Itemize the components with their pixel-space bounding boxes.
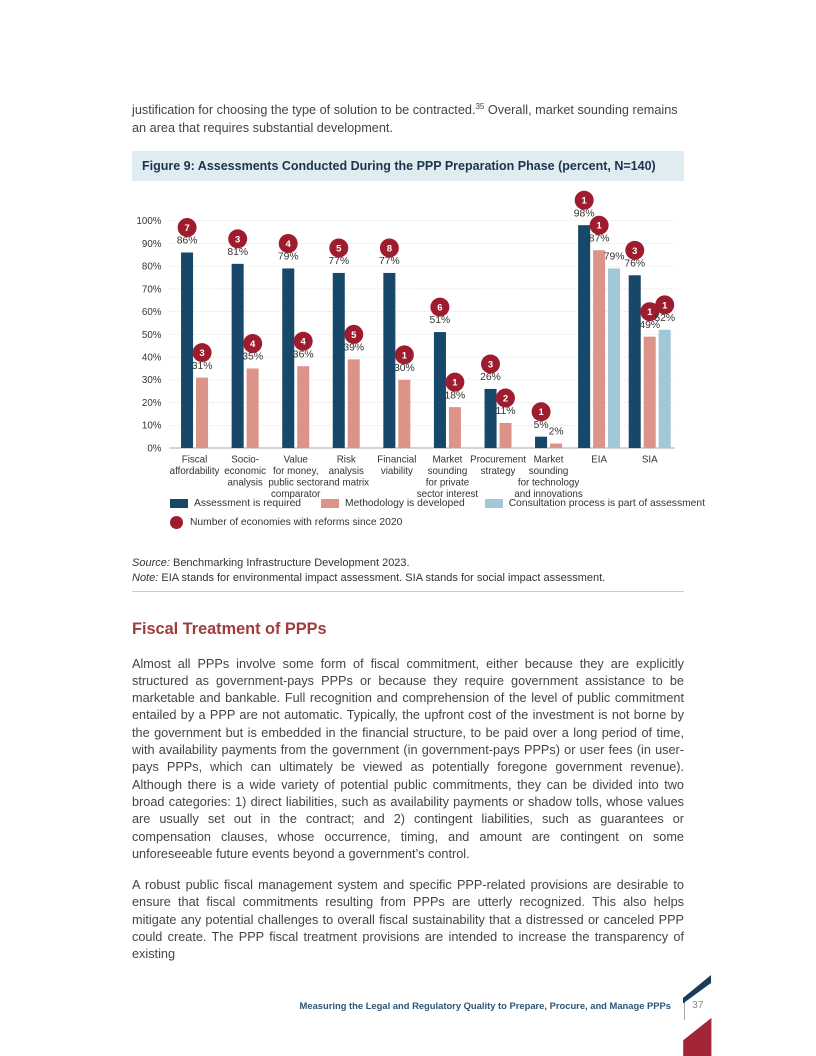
svg-text:strategy: strategy: [481, 466, 516, 477]
svg-text:1: 1: [647, 307, 653, 318]
svg-text:4: 4: [286, 239, 292, 250]
svg-text:Market: Market: [534, 454, 564, 465]
svg-text:and matrix: and matrix: [323, 477, 369, 488]
svg-text:51%: 51%: [430, 315, 451, 326]
svg-text:100%: 100%: [136, 216, 161, 227]
svg-text:50%: 50%: [142, 330, 162, 341]
svg-text:3: 3: [488, 359, 493, 370]
svg-text:public sector: public sector: [268, 477, 324, 488]
svg-text:98%: 98%: [574, 208, 595, 219]
svg-text:11%: 11%: [495, 406, 515, 417]
svg-text:4: 4: [301, 336, 307, 347]
svg-text:30%: 30%: [394, 363, 415, 374]
svg-text:90%: 90%: [142, 239, 162, 250]
svg-text:26%: 26%: [480, 372, 501, 383]
svg-text:5%: 5%: [534, 420, 549, 431]
svg-text:1: 1: [662, 300, 668, 311]
svg-text:analysis: analysis: [329, 466, 364, 477]
svg-text:3: 3: [199, 348, 204, 359]
svg-text:Value: Value: [284, 454, 308, 465]
svg-text:10%: 10%: [142, 420, 162, 431]
svg-text:Market: Market: [433, 454, 463, 465]
svg-text:2: 2: [503, 393, 508, 404]
svg-text:4: 4: [250, 339, 256, 350]
svg-text:30%: 30%: [142, 375, 162, 386]
svg-text:SIA: SIA: [642, 454, 658, 465]
svg-text:for technology: for technology: [518, 477, 579, 488]
svg-text:39%: 39%: [343, 342, 364, 353]
svg-text:affordability: affordability: [170, 466, 220, 477]
svg-text:1: 1: [582, 195, 588, 206]
svg-text:2%: 2%: [549, 426, 564, 437]
svg-text:sounding: sounding: [428, 466, 468, 477]
svg-text:70%: 70%: [142, 284, 162, 295]
svg-text:economic: economic: [224, 466, 266, 477]
svg-text:for money,: for money,: [273, 466, 318, 477]
svg-text:5: 5: [351, 330, 357, 341]
svg-text:76%: 76%: [624, 258, 645, 269]
svg-text:7: 7: [184, 223, 189, 234]
svg-text:1: 1: [597, 220, 603, 231]
svg-text:1: 1: [452, 377, 458, 388]
svg-text:18%: 18%: [445, 390, 466, 401]
svg-text:3: 3: [235, 234, 240, 245]
svg-text:86%: 86%: [177, 235, 198, 246]
svg-text:sounding: sounding: [529, 466, 569, 477]
svg-text:36%: 36%: [293, 349, 314, 360]
svg-text:Risk: Risk: [337, 454, 356, 465]
svg-text:87%: 87%: [589, 233, 610, 244]
svg-text:3: 3: [632, 245, 637, 256]
svg-text:52%: 52%: [654, 313, 675, 324]
svg-text:0%: 0%: [147, 443, 161, 454]
svg-text:Financial: Financial: [377, 454, 416, 465]
svg-text:20%: 20%: [142, 398, 162, 409]
svg-text:1: 1: [402, 350, 408, 361]
svg-text:77%: 77%: [328, 256, 349, 267]
svg-text:40%: 40%: [142, 352, 162, 363]
svg-text:79%: 79%: [604, 251, 625, 262]
svg-text:viability: viability: [381, 466, 413, 477]
svg-text:80%: 80%: [142, 261, 162, 272]
svg-text:1: 1: [538, 407, 544, 418]
svg-text:77%: 77%: [379, 256, 400, 267]
svg-text:31%: 31%: [192, 360, 213, 371]
svg-text:5: 5: [336, 243, 342, 254]
svg-text:analysis: analysis: [227, 477, 262, 488]
svg-text:Socio-: Socio-: [231, 454, 259, 465]
svg-text:79%: 79%: [278, 251, 299, 262]
svg-text:8: 8: [387, 243, 392, 254]
svg-text:6: 6: [437, 302, 442, 313]
svg-text:for private: for private: [426, 477, 469, 488]
svg-text:EIA: EIA: [591, 454, 607, 465]
svg-text:81%: 81%: [227, 247, 248, 258]
svg-text:35%: 35%: [242, 351, 263, 362]
svg-text:Fiscal: Fiscal: [182, 454, 208, 465]
svg-text:60%: 60%: [142, 307, 162, 318]
svg-text:Procurement: Procurement: [470, 454, 526, 465]
